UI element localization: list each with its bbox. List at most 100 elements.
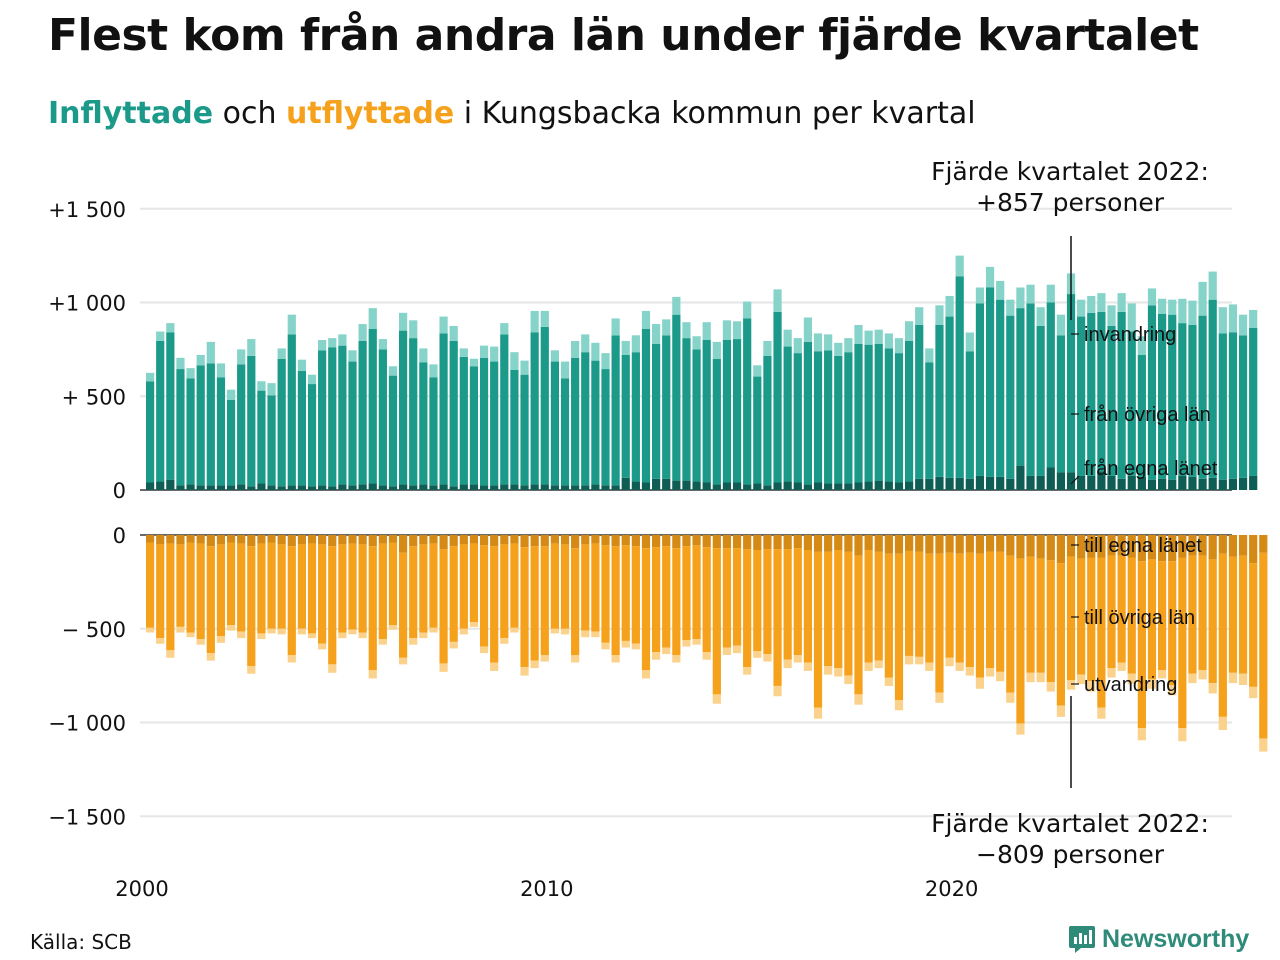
bar-utvandring [490,662,499,671]
bar-till-egna-lanet [672,535,681,549]
bar-till-egna-lanet [399,535,408,553]
bar-invandring [1198,281,1207,316]
bar-utvandring [1158,670,1167,679]
bar-invandring [844,338,853,353]
bar-invandring [925,348,934,363]
bar-utvandring [1066,680,1076,690]
bar-utvandring [510,627,519,633]
bar-invandring [581,334,590,353]
bar-utvandring [1228,672,1238,684]
bar-in-egna-lanet [166,479,175,490]
bar-till-ovriga-lan [571,548,580,655]
bar-utvandring [1208,683,1217,694]
bar-in-ovriga-lan [672,314,681,481]
bar-in-egna-lanet [722,482,732,490]
bar-till-ovriga-lan [1066,556,1076,681]
bar-utvandring [844,675,853,685]
bar-till-ovriga-lan [915,551,924,657]
bar-till-egna-lanet [1107,535,1116,556]
bar-in-egna-lanet [307,486,317,490]
bar-invandring [1147,288,1157,306]
bar-in-egna-lanet [540,484,549,490]
bar-till-ovriga-lan [996,551,1005,672]
bar-in-egna-lanet [196,485,205,490]
bar-till-egna-lanet [1117,535,1126,556]
bar-till-ovriga-lan [510,543,519,628]
bar-utvandring [226,625,236,631]
bar-in-egna-lanet [226,485,236,490]
bar-till-egna-lanet [884,535,893,554]
bar-in-ovriga-lan [429,377,438,486]
bar-till-egna-lanet [915,535,924,552]
bar-invandring [378,339,387,350]
bar-till-ovriga-lan [1228,556,1238,673]
y-tick-label-top: + 500 [62,385,126,409]
bar-in-egna-lanet [571,485,580,490]
bar-in-ovriga-lan [1016,308,1025,466]
bar-utvandring [176,626,185,633]
bar-till-egna-lanet [996,535,1005,552]
bar-invandring [328,338,337,348]
bar-till-egna-lanet [732,535,742,549]
series-label-layer: invandring från övriga län från egna länet… [1070,236,1218,788]
bar-in-egna-lanet [520,485,529,490]
bar-in-ovriga-lan [1046,302,1055,468]
bar-in-egna-lanet [783,481,792,490]
bar-utvandring [479,646,489,654]
annotation-bottom-line2: −809 personer [976,840,1164,869]
y-tick-label-bottom: −1 500 [48,805,126,829]
bar-in-egna-lanet [975,475,985,490]
bar-invandring [388,366,398,376]
bar-in-ovriga-lan [965,351,974,479]
bar-till-ovriga-lan [560,544,570,629]
bar-invandring [753,365,762,377]
bar-in-egna-lanet [267,485,276,490]
bar-till-egna-lanet [479,535,489,546]
bar-in-egna-lanet [824,483,833,490]
bar-invandring [1158,298,1167,314]
bar-till-egna-lanet [287,535,296,547]
bar-utvandring [945,657,954,667]
bar-in-egna-lanet [318,485,327,490]
bar-till-ovriga-lan [945,552,954,658]
bar-till-egna-lanet [722,535,732,549]
bar-till-ovriga-lan [1158,561,1167,670]
bar-utvandring [297,628,306,635]
bar-in-ovriga-lan [206,363,215,486]
bar-in-egna-lanet [915,478,924,490]
bar-till-egna-lanet [813,535,823,552]
bar-in-egna-lanet [388,486,398,490]
bar-utvandring [500,638,509,644]
bar-utvandring [1117,662,1126,671]
bar-in-ovriga-lan [388,375,398,487]
bar-in-ovriga-lan [874,343,883,481]
bar-till-egna-lanet [1238,535,1248,556]
bar-in-egna-lanet [368,483,377,490]
bar-in-ovriga-lan [1147,305,1157,480]
bar-invandring [186,368,195,379]
bar-in-egna-lanet [216,485,226,490]
bar-utvandring [985,668,995,677]
bar-till-egna-lanet [581,535,590,545]
bar-in-egna-lanet [186,484,195,490]
bar-till-egna-lanet [216,535,226,545]
bar-till-ovriga-lan [550,543,559,629]
bar-till-egna-lanet [844,535,853,552]
bar-invandring [915,307,924,325]
bar-till-ovriga-lan [894,553,904,700]
bar-in-egna-lanet [338,484,347,490]
bar-till-ovriga-lan [753,550,762,652]
bar-invandring [965,332,974,352]
bar-utvandring [388,625,398,630]
subtitle-rest: i Kungsbacka kommun per kvartal [454,96,976,131]
bar-till-ovriga-lan [318,544,327,644]
bar-till-ovriga-lan [611,546,620,655]
bar-in-ovriga-lan [530,332,539,485]
bar-chart-speech-bubble-icon [1069,926,1095,953]
bar-utvandring [257,633,266,640]
bar-till-egna-lanet [692,535,701,546]
bar-invandring [722,320,732,340]
bar-till-egna-lanet [156,535,165,545]
bar-in-ovriga-lan [1087,312,1096,476]
bar-invandring [297,359,306,371]
